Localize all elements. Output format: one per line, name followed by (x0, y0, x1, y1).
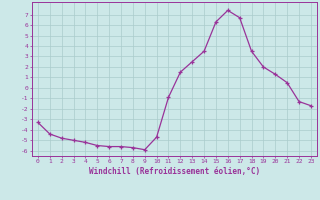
X-axis label: Windchill (Refroidissement éolien,°C): Windchill (Refroidissement éolien,°C) (89, 167, 260, 176)
